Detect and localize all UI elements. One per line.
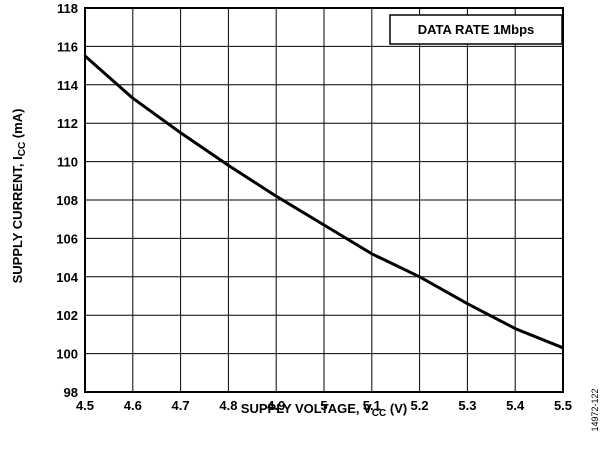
x-tick-label: 5 (320, 398, 327, 413)
x-tick-label: 4.6 (124, 398, 142, 413)
x-tick-label: 4.7 (172, 398, 190, 413)
y-tick-label: 114 (57, 78, 79, 93)
y-tick-label: 110 (57, 155, 78, 170)
y-tick-label: 112 (57, 116, 78, 131)
y-tick-label: 104 (56, 270, 78, 285)
x-tick-label: 4.8 (219, 398, 237, 413)
x-tick-label: 4.5 (76, 398, 94, 413)
y-axis-title: SUPPLY CURRENT, ICC (mA) (10, 109, 28, 284)
y-tick-label: 106 (56, 231, 78, 246)
x-tick-label: 4.9 (267, 398, 285, 413)
x-tick-label: 5.3 (458, 398, 476, 413)
x-tick-label: 5.5 (554, 398, 572, 413)
y-tick-label: 116 (57, 39, 78, 54)
y-tick-label: 108 (56, 193, 78, 208)
plot-frame (84, 7, 564, 393)
x-tick-label: 5.2 (411, 398, 429, 413)
annotation-box: DATA RATE 1Mbps (389, 14, 563, 45)
annotation-text: DATA RATE 1Mbps (418, 22, 535, 37)
x-tick-label: 5.4 (506, 398, 525, 413)
grid-lines (84, 7, 564, 393)
x-tick-label: 5.1 (363, 398, 381, 413)
series-line (84, 54, 564, 350)
x-axis-title: SUPPLY VOLTAGE, VCC (V) (241, 401, 407, 419)
figure-id: 14972-122 (590, 388, 600, 431)
y-tick-labels: 98 100 102 104 106 108 110 112 114 116 118 (56, 1, 78, 400)
y-tick-label: 98 (64, 385, 78, 400)
x-tick-labels: 4.5 4.6 4.7 4.8 4.9 5 5.1 5.2 5.3 5.4 5.5 (76, 398, 572, 413)
y-tick-label: 100 (56, 347, 78, 362)
y-tick-label: 102 (56, 308, 78, 323)
y-tick-label: 118 (57, 1, 78, 16)
